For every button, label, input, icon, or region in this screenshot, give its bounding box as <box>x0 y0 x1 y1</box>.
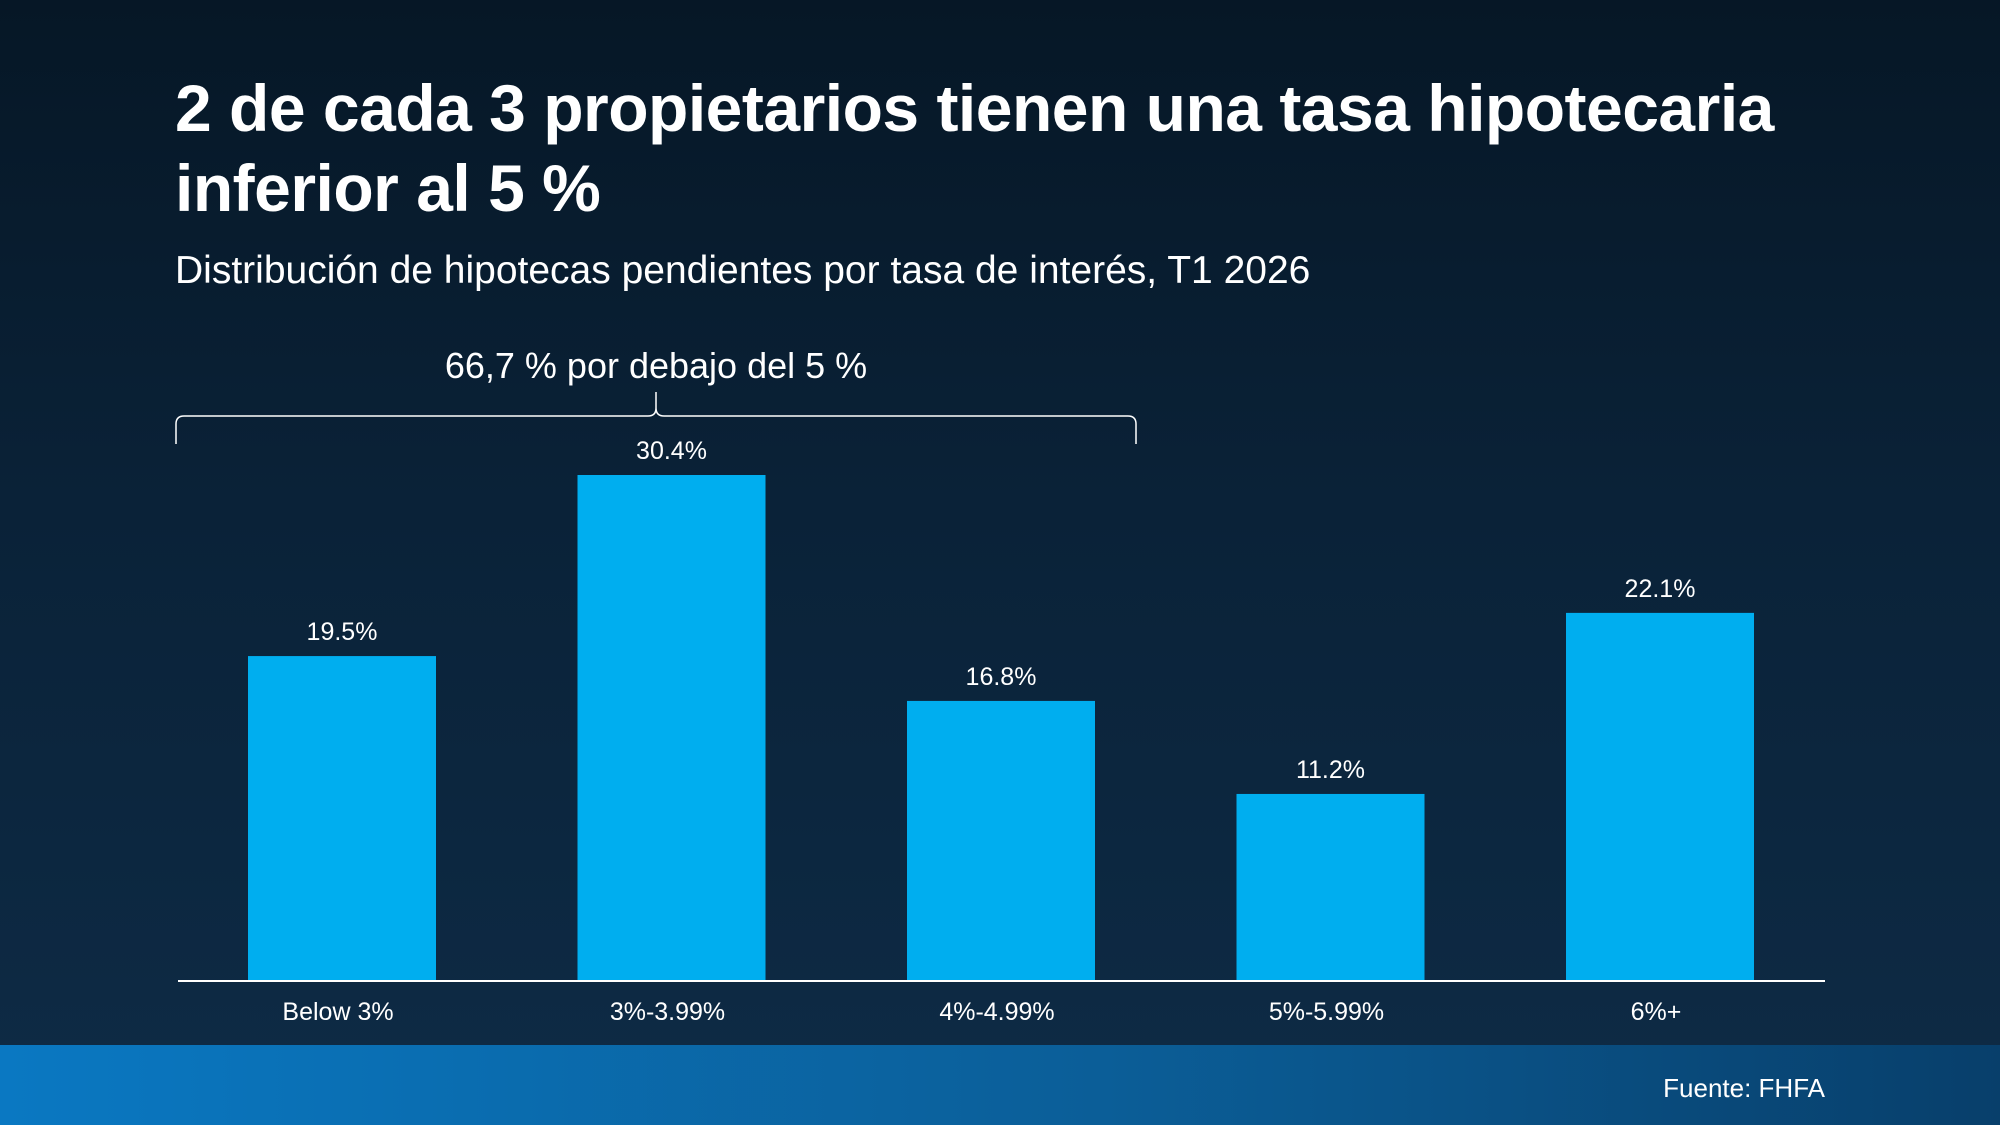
footer-bar: Fuente: FHFA <box>0 1045 2000 1125</box>
bar-chart: 66,7 % por debajo del 5 % 19.5% Below 3% 3… <box>175 345 1754 1026</box>
bar-value-label-4: 11.2% <box>1296 756 1365 784</box>
category-label-5: 6%+ <box>1631 998 1682 1026</box>
bar-value-label-5: 22.1% <box>1625 575 1696 603</box>
bar-3 <box>907 700 1095 980</box>
category-label-1: Below 3% <box>282 998 393 1026</box>
category-label-4: 5%-5.99% <box>1269 998 1384 1026</box>
chart-subtitle: Distribución de hipotecas pendientes por… <box>175 249 1311 292</box>
bar-value-label-1: 19.5% <box>307 618 378 646</box>
chart-title: 2 de cada 3 propietarios tienen una tasa… <box>175 71 1774 225</box>
annotation-bracket <box>175 392 1137 444</box>
bar-5 <box>1566 612 1754 980</box>
bars-group: 19.5% Below 3% 30.4% 3%-3.99% 16.8% 4%-4.99% 1… <box>248 437 1754 1026</box>
category-label-3: 4%-4.99% <box>939 998 1054 1026</box>
category-label-2: 3%-3.99% <box>610 998 725 1026</box>
bar-value-label-2: 30.4% <box>636 437 707 465</box>
bar-value-label-3: 16.8% <box>966 663 1037 691</box>
annotation-label: 66,7 % por debajo del 5 % <box>445 345 867 386</box>
bar-2 <box>577 475 766 980</box>
source-label: Fuente: FHFA <box>1663 1073 1825 1103</box>
bar-4 <box>1236 793 1425 980</box>
bar-1 <box>248 656 436 980</box>
